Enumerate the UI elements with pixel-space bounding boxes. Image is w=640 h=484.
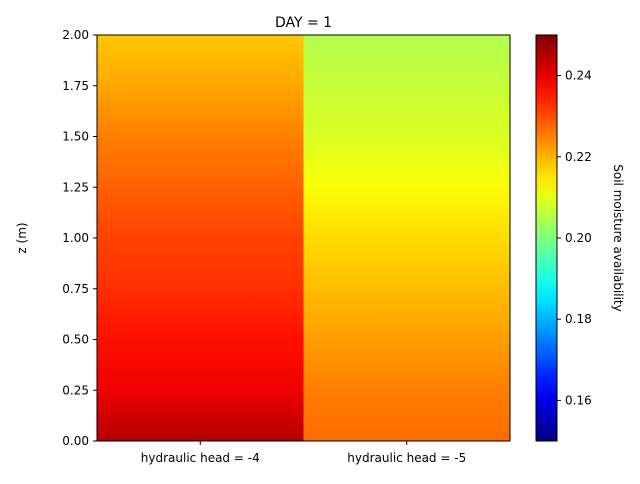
y-tick-label: 0.25	[62, 383, 89, 397]
colorbar-tick-label: 0.20	[565, 231, 592, 245]
y-tick-label: 0.50	[62, 333, 89, 347]
chart-title: DAY = 1	[275, 15, 332, 31]
colorbar-tick-label: 0.24	[565, 69, 592, 83]
y-tick-label: 1.25	[62, 180, 89, 194]
colorbar: 0.16 0.18 0.20 0.22 0.24	[535, 34, 592, 442]
heatmap-column-1	[97, 35, 304, 441]
x-tick-label: hydraulic head = -5	[347, 451, 466, 465]
y-axis: 0.00 0.25 0.50 0.75 1.00 1.25 1.50 1.75 2.00	[62, 28, 97, 448]
heatmap-cells	[97, 35, 510, 441]
x-tick-label: hydraulic head = -4	[141, 451, 260, 465]
colorbar-tick-label: 0.18	[565, 312, 592, 326]
heatmap-column-2	[303, 35, 510, 441]
x-axis: hydraulic head = -4 hydraulic head = -5	[141, 441, 466, 465]
y-tick-label: 1.75	[62, 79, 89, 93]
y-axis-label: z (m)	[15, 222, 29, 253]
y-tick-label: 0.75	[62, 282, 89, 296]
colorbar-tick-label: 0.22	[565, 150, 592, 164]
colorbar-gradient	[535, 34, 558, 442]
y-tick-label: 1.50	[62, 130, 89, 144]
colorbar-tick-label: 0.16	[565, 393, 592, 407]
colorbar-label: Soil moisture availability	[611, 164, 625, 312]
y-tick-label: 2.00	[62, 28, 89, 42]
y-tick-label: 1.00	[62, 231, 89, 245]
y-tick-label: 0.00	[62, 434, 89, 448]
